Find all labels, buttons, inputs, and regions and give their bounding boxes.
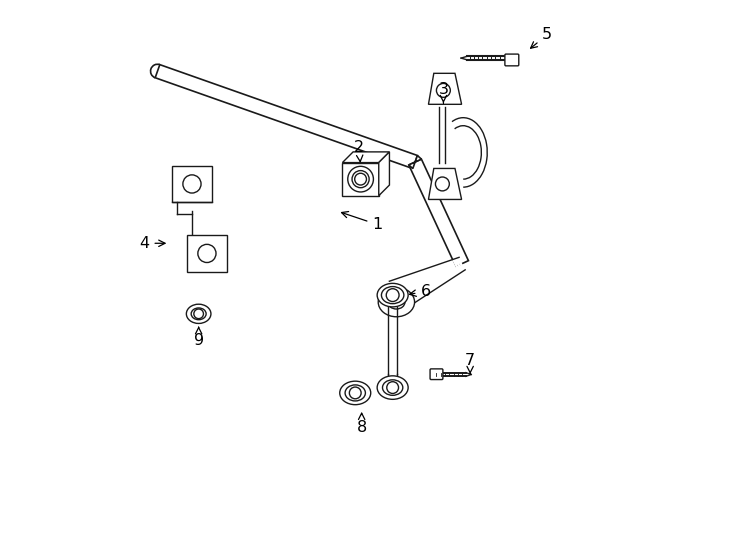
Ellipse shape [352, 171, 369, 188]
Polygon shape [424, 268, 436, 290]
Circle shape [437, 83, 451, 97]
Polygon shape [429, 73, 462, 104]
Text: 1: 1 [341, 212, 382, 232]
Polygon shape [415, 272, 428, 295]
Polygon shape [457, 258, 465, 271]
Polygon shape [343, 152, 390, 163]
Polygon shape [440, 263, 451, 281]
Polygon shape [450, 260, 459, 275]
Ellipse shape [388, 295, 405, 309]
Ellipse shape [382, 287, 404, 303]
Polygon shape [434, 265, 445, 285]
Polygon shape [410, 273, 424, 298]
Polygon shape [392, 280, 407, 309]
Ellipse shape [348, 166, 374, 192]
Text: 5: 5 [531, 28, 552, 48]
Polygon shape [399, 277, 414, 305]
FancyBboxPatch shape [187, 235, 227, 272]
Circle shape [198, 244, 216, 262]
Polygon shape [396, 278, 412, 306]
Bar [343, 163, 379, 195]
Polygon shape [155, 65, 418, 168]
Polygon shape [422, 269, 435, 291]
Text: 9: 9 [194, 327, 204, 348]
Polygon shape [436, 265, 447, 284]
Polygon shape [420, 270, 432, 293]
Circle shape [386, 289, 399, 301]
Polygon shape [401, 276, 415, 303]
Polygon shape [438, 264, 448, 282]
Polygon shape [431, 266, 443, 286]
Polygon shape [452, 259, 461, 274]
Polygon shape [394, 279, 410, 307]
Polygon shape [417, 271, 430, 294]
Polygon shape [408, 274, 422, 299]
Polygon shape [448, 260, 457, 276]
Text: 8: 8 [357, 413, 367, 435]
Polygon shape [426, 268, 438, 288]
Ellipse shape [191, 308, 206, 320]
Polygon shape [429, 267, 440, 287]
Circle shape [349, 387, 361, 399]
Polygon shape [445, 261, 455, 278]
Circle shape [387, 382, 399, 394]
Ellipse shape [345, 385, 366, 401]
Text: 6: 6 [410, 284, 431, 299]
Circle shape [194, 309, 203, 319]
Polygon shape [403, 275, 418, 302]
Polygon shape [409, 159, 468, 267]
Text: 7: 7 [465, 353, 475, 374]
Polygon shape [389, 280, 405, 310]
Polygon shape [429, 168, 462, 199]
Polygon shape [454, 258, 463, 273]
Polygon shape [413, 273, 426, 296]
Ellipse shape [340, 381, 371, 404]
FancyBboxPatch shape [172, 166, 212, 202]
Ellipse shape [377, 376, 408, 400]
Ellipse shape [378, 287, 415, 317]
Polygon shape [379, 152, 390, 195]
Circle shape [183, 175, 201, 193]
FancyBboxPatch shape [430, 369, 443, 380]
Polygon shape [409, 156, 421, 168]
Text: 3: 3 [438, 83, 448, 103]
Circle shape [435, 177, 449, 191]
FancyBboxPatch shape [505, 54, 519, 66]
Text: 2: 2 [354, 139, 364, 161]
Text: 4: 4 [139, 236, 165, 251]
Polygon shape [406, 275, 420, 301]
Circle shape [355, 173, 366, 185]
Polygon shape [443, 262, 453, 279]
Ellipse shape [186, 304, 211, 323]
Ellipse shape [382, 380, 403, 395]
Ellipse shape [377, 284, 408, 307]
